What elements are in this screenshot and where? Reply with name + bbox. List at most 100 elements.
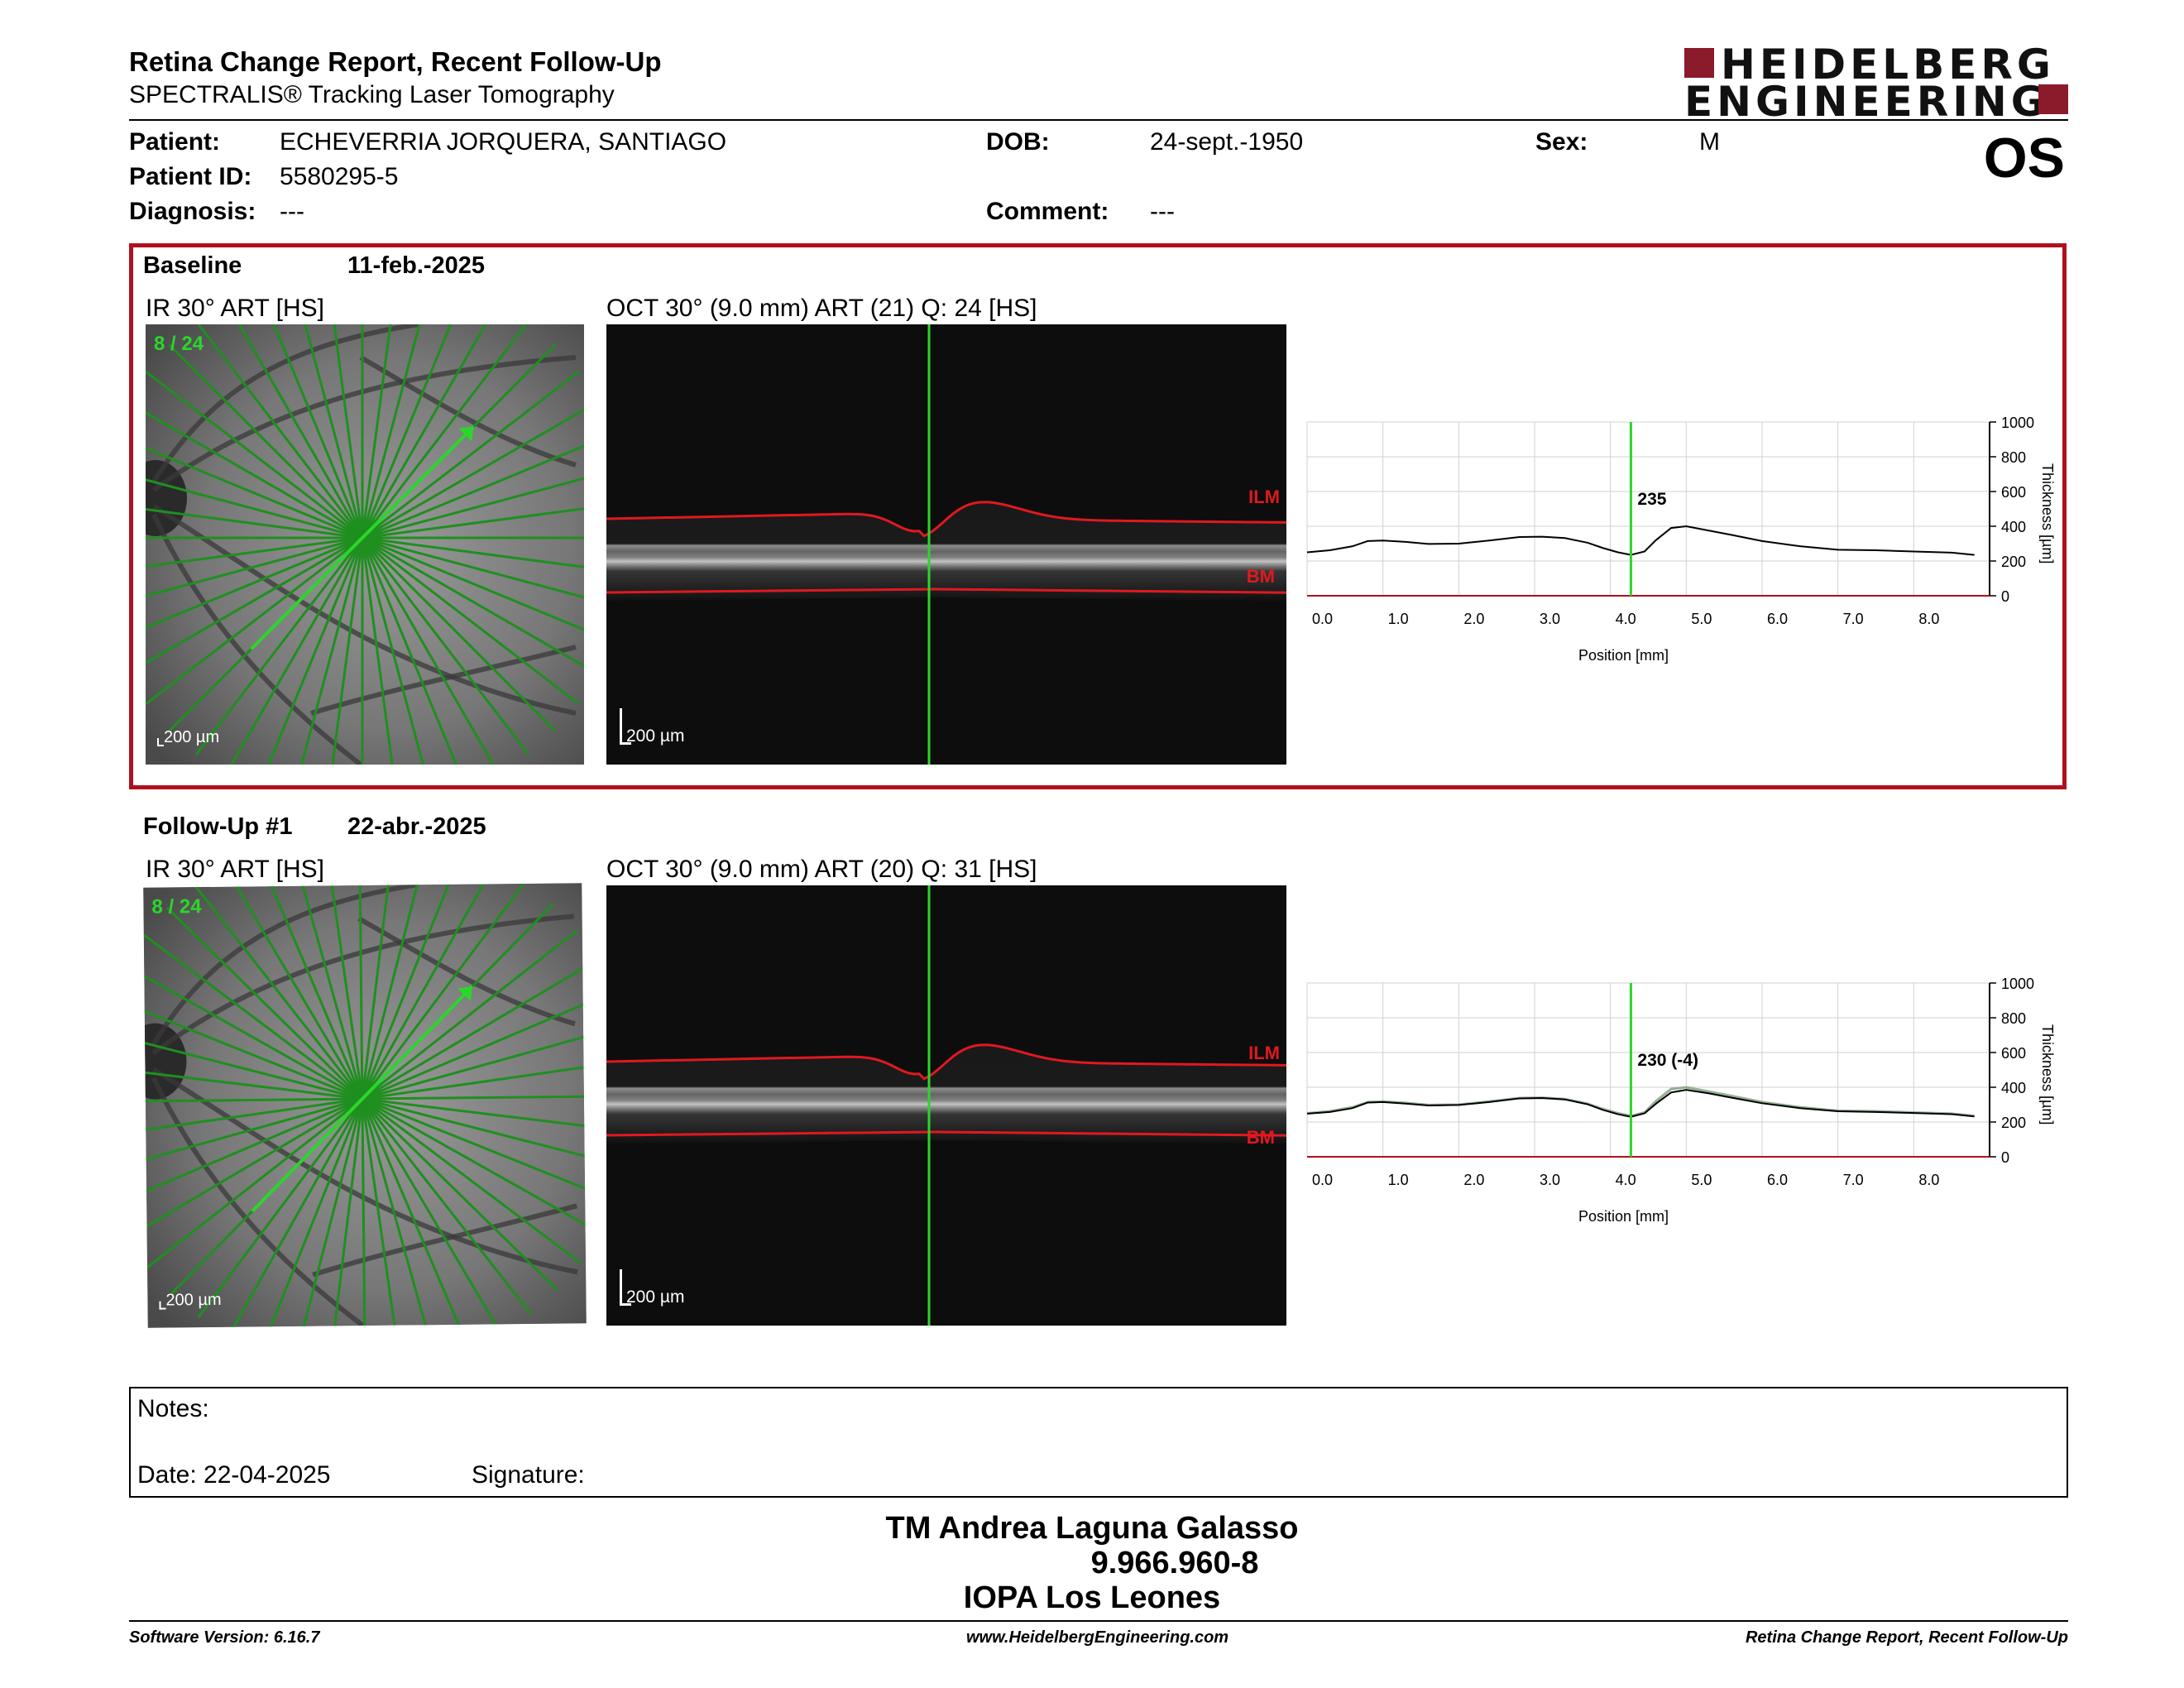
scan-direction-arrow: [457, 986, 472, 1002]
exam-date: 11-feb.-2025: [347, 252, 486, 279]
signer-id: 9.966.960-8: [1090, 1546, 1259, 1580]
ilm-label: ILM: [1248, 1043, 1280, 1063]
ir-fundus-image: [143, 883, 587, 1328]
bm-boundary: [606, 1130, 1286, 1137]
patient-id-value: 5580295-5: [280, 163, 399, 190]
y-tick-label: 1000: [2001, 415, 2034, 431]
comment-value: ---: [1150, 198, 1175, 225]
plot-area: [1306, 982, 1990, 1158]
thickness-chart: 0 200 400 600 800 1000 0.0 1.0 2.0 3.0 4.0 5.0 6.0 7.…: [1291, 405, 2076, 679]
x-tick-label: 7.0: [1843, 1172, 1864, 1188]
diagnosis-value: ---: [280, 198, 304, 225]
notes-date: Date: 22-04-2025: [137, 1461, 331, 1489]
y-tick-label: 400: [2001, 1080, 2026, 1096]
sex-value: M: [1699, 128, 1720, 156]
x-tick-label: 0.0: [1312, 611, 1333, 627]
retinal-vessel: [310, 645, 577, 716]
logo-line1: HEIDELBERG: [1721, 41, 2055, 89]
ir-caption: IR 30° ART [HS]: [146, 856, 324, 883]
patient-label: Patient:: [129, 128, 221, 156]
footer-report-name: Retina Change Report, Recent Follow-Up: [1745, 1628, 2068, 1647]
oct-scale-bar-label: 200 µm: [626, 727, 685, 746]
patient-id-label: Patient ID:: [129, 163, 252, 190]
x-tick-label: 8.0: [1918, 1172, 1939, 1188]
oct-bscan-image: [606, 324, 1286, 765]
retina-layers: [606, 1044, 1286, 1144]
oct-scale-bar: [620, 708, 622, 745]
x-tick-label: 6.0: [1767, 1172, 1788, 1188]
ir-fundus-image: 8 / 24 200 µm: [143, 883, 587, 1328]
retinal-vessel: [151, 883, 417, 1047]
scan-direction-arrow: [458, 426, 474, 442]
website-link[interactable]: www.HeidelbergEngineering.com: [966, 1628, 1229, 1647]
x-tick-label: 1.0: [1388, 1172, 1409, 1188]
y-tick-label: 600: [2001, 1045, 2026, 1062]
notes-box[interactable]: Notes: Date: 22-04-2025 Signature:: [129, 1387, 2068, 1498]
y-tick-label: 200: [2001, 554, 2026, 570]
ilm-boundary: [606, 1043, 1286, 1081]
x-tick-label: 8.0: [1918, 611, 1939, 627]
patient-name: ECHEVERRIA JORQUERA, SANTIAGO: [280, 128, 727, 156]
signer-institution: IOPA Los Leones: [963, 1580, 1221, 1615]
y-tick-label: 800: [2001, 449, 2026, 466]
report-title: Retina Change Report, Recent Follow-Up: [129, 46, 662, 77]
x-tick-label: 6.0: [1767, 611, 1788, 627]
thickness-chart: 0 200 400 600 800 1000 0.0 1.0 2.0 3.0 4.0 5.0 6.0 7.…: [1306, 976, 2056, 1225]
x-tick-label: 3.0: [1540, 611, 1560, 627]
oct-bscan-image: ILM BM 200 µm: [606, 885, 1286, 1326]
oct-scale-bar-label: 200 µm: [626, 1288, 685, 1307]
footer-rule: [129, 1620, 2068, 1622]
oct-bscan-image: [606, 885, 1286, 1326]
x-axis-title: Position [mm]: [1578, 647, 1669, 664]
retinal-vessel: [152, 355, 577, 492]
bm-boundary: [606, 587, 1286, 594]
oct-scale-bar: [620, 1269, 622, 1306]
plot-area: [1306, 421, 1990, 597]
x-tick-label: 1.0: [1388, 611, 1409, 627]
y-tick-label: 600: [2001, 484, 2026, 501]
retina-layers: [606, 501, 1286, 602]
signature-label: Signature:: [472, 1461, 585, 1489]
current-scan-line: [251, 985, 474, 1213]
report-subtitle: SPECTRALIS® Tracking Laser Tomography: [129, 81, 615, 108]
thickness-chart: 0 200 400 600 800 1000 0.0 1.0 2.0 3.0 4.0 5.0 6.0 7.…: [1306, 415, 2056, 664]
ir-scale-bar: [157, 738, 159, 746]
y-tick-label: 0: [2001, 1149, 2009, 1166]
retinal-vessel: [151, 914, 574, 1056]
x-tick-label: 4.0: [1616, 1172, 1636, 1188]
ir-fundus-image: [146, 324, 584, 765]
ilm-label: ILM: [1248, 487, 1280, 507]
y-tick-label: 200: [2001, 1115, 2026, 1131]
thickness-chart: 0 200 400 600 800 1000 0.0 1.0 2.0 3.0 4.0 5.0 6.0 7.…: [1291, 966, 2076, 1240]
y-tick-label: 800: [2001, 1010, 2026, 1027]
exam-date: 22-abr.-2025: [347, 813, 486, 840]
diagnosis-label: Diagnosis:: [129, 198, 256, 225]
x-tick-label: 7.0: [1843, 611, 1864, 627]
x-tick-label: 2.0: [1463, 611, 1484, 627]
y-tick-label: 400: [2001, 519, 2026, 535]
y-axis-title: Thickness [µm]: [2039, 463, 2056, 563]
retinal-vessel: [151, 324, 419, 483]
ir-scan-counter: 8 / 24: [154, 333, 204, 355]
marker-value-label: 235: [1637, 490, 1666, 509]
eye-laterality: OS: [1983, 127, 2065, 189]
thickness-series-line: [1306, 525, 1975, 556]
x-tick-label: 2.0: [1463, 1172, 1484, 1188]
x-axis-title: Position [mm]: [1578, 1208, 1669, 1225]
software-version: Software Version: 6.16.7: [129, 1628, 320, 1647]
ir-caption: IR 30° ART [HS]: [146, 295, 324, 322]
y-axis-title: Thickness [µm]: [2039, 1024, 2056, 1125]
exam-label: Follow-Up #1: [143, 813, 293, 840]
notes-label: Notes:: [137, 1395, 209, 1422]
current-scan-line: [250, 425, 475, 650]
retinal-vessel: [152, 504, 577, 716]
bm-label: BM: [1246, 566, 1275, 587]
x-tick-label: 5.0: [1691, 611, 1712, 627]
y-tick-label: 0: [2001, 588, 2009, 605]
bm-label: BM: [1246, 1127, 1275, 1148]
comment-label: Comment:: [986, 198, 1109, 225]
signer-name: TM Andrea Laguna Galasso: [885, 1511, 1299, 1546]
sex-label: Sex:: [1535, 128, 1588, 156]
x-tick-label: 4.0: [1616, 611, 1636, 627]
header-rule: [129, 119, 2068, 121]
